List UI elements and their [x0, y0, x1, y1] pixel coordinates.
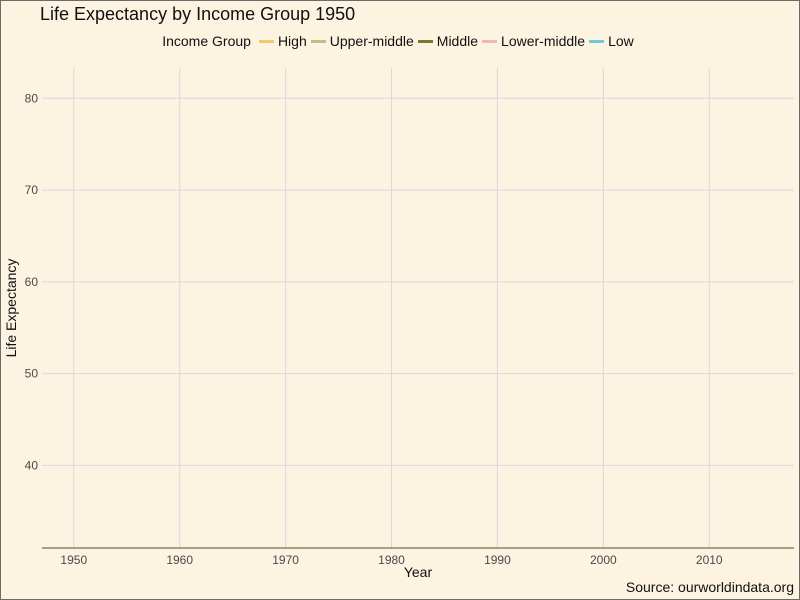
x-axis-title: Year: [404, 564, 433, 580]
legend-item-label: Upper-middle: [329, 33, 414, 49]
legend-title: Income Group: [162, 33, 251, 49]
x-tick-label: 1970: [272, 553, 299, 567]
x-tick-label: 1990: [484, 553, 511, 567]
x-tick-label: 2010: [696, 553, 723, 567]
legend-item-low: Low: [589, 33, 634, 49]
legend-item-lower-middle: Lower-middle: [482, 33, 585, 49]
legend-item-label: Low: [608, 33, 634, 49]
y-tick-label: 40: [25, 458, 39, 472]
x-tick-label: 1980: [378, 553, 405, 567]
legend: Income Group High Upper-middle Middle Lower…: [0, 33, 800, 49]
legend-key-swatch: [258, 39, 274, 43]
x-tick-label: 1960: [166, 553, 193, 567]
legend-item-label: High: [277, 33, 307, 49]
legend-item-high: High: [258, 33, 307, 49]
y-axis-title: Life Expectancy: [3, 259, 19, 358]
y-tick-label: 80: [25, 91, 39, 105]
legend-items: High Upper-middle Middle Lower-middle Low: [258, 33, 638, 49]
legend-item-upper-middle: Upper-middle: [310, 33, 414, 49]
x-tick-label: 2000: [590, 553, 617, 567]
x-tick-label: 1950: [60, 553, 87, 567]
y-tick-label: 50: [25, 367, 39, 381]
y-tick-label: 60: [25, 275, 39, 289]
legend-key-swatch: [482, 39, 498, 43]
source-note: Source: ourworldindata.org: [625, 579, 794, 595]
chart-title: Life Expectancy by Income Group 1950: [40, 4, 356, 24]
legend-item-middle: Middle: [417, 33, 479, 49]
legend-key-swatch: [310, 39, 326, 43]
legend-key-swatch: [589, 39, 605, 43]
legend-item-label: Middle: [436, 33, 479, 49]
legend-key-swatch: [417, 39, 433, 43]
legend-item-label: Lower-middle: [501, 33, 586, 49]
y-tick-label: 70: [25, 183, 39, 197]
